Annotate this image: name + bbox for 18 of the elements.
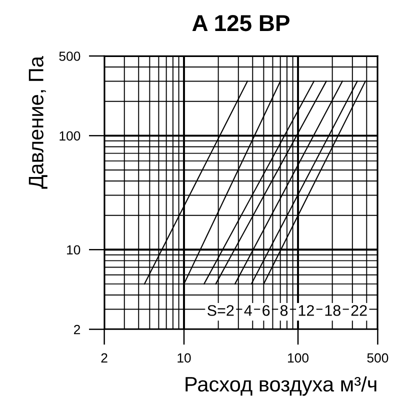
y-tick-label: 100 — [60, 131, 80, 141]
annotation: 22 — [351, 305, 367, 316]
x-axis-title: Расход воздуха м³/ч — [186, 376, 376, 396]
y-tick-label: 500 — [59, 52, 80, 61]
annotation: 6 — [262, 305, 270, 316]
y-tick-label: 10 — [67, 245, 80, 255]
y-tick-label: 2 — [74, 324, 80, 334]
annotation: S=2 — [208, 305, 234, 316]
y-axis-title: Давление, Па — [28, 56, 48, 189]
x-tick-label: 100 — [288, 353, 308, 363]
x-tick-label: 10 — [178, 353, 191, 363]
annotation: 12 — [298, 305, 314, 316]
annotation: 4 — [244, 305, 252, 316]
annotation: 8 — [280, 305, 288, 316]
annotation: 18 — [325, 305, 340, 316]
x-tick-label: 500 — [367, 353, 388, 363]
chart-title: A 125 BP — [192, 15, 290, 32]
x-tick-label: 2 — [101, 353, 108, 362]
